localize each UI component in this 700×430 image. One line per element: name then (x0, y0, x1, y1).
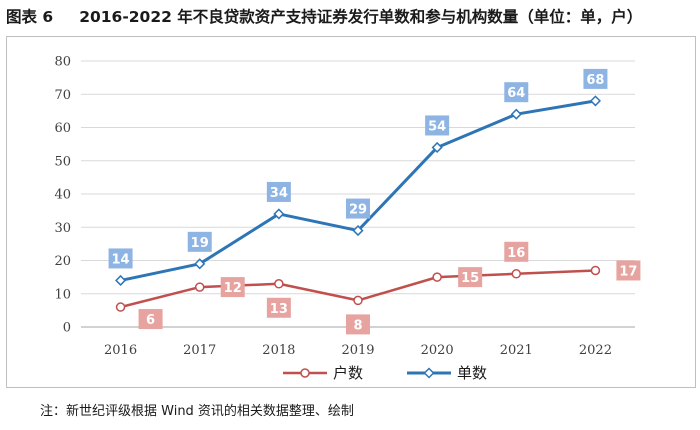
y-tick-label: 80 (54, 55, 71, 70)
y-tick-label: 0 (63, 321, 71, 336)
data-point-diamond (589, 95, 601, 107)
data-label-box (583, 68, 608, 89)
y-tick-label: 20 (54, 254, 71, 269)
y-tick-label: 30 (54, 221, 71, 236)
data-point-circle (353, 295, 363, 306)
data-point-diamond (510, 108, 522, 120)
data-label: 8 (353, 318, 362, 333)
data-label-box (504, 241, 529, 262)
figure-caption: 图表 6 2016-2022 年不良贷款资产支持证券发行单数和参与机构数量（单位：… (6, 5, 696, 33)
data-label: 13 (270, 302, 288, 317)
data-label-box (504, 82, 529, 103)
legend-label: 户数 (333, 364, 363, 382)
figure-label: 图表 6 (6, 8, 54, 26)
data-label-box (266, 181, 291, 202)
data-label: 64 (507, 86, 525, 101)
data-label: 15 (461, 271, 479, 286)
data-point-circle (590, 265, 601, 276)
x-tick-label: 2017 (183, 343, 216, 358)
data-label-box (220, 277, 245, 298)
data-label: 68 (586, 73, 604, 88)
data-label: 34 (270, 186, 288, 201)
data-label: 29 (349, 203, 367, 218)
legend-marker-diamond (423, 367, 435, 379)
data-point-diamond (431, 141, 443, 154)
data-point-circle (274, 279, 284, 289)
data-point-diamond (273, 208, 285, 220)
data-label-box (346, 198, 370, 219)
data-label: 17 (619, 264, 637, 279)
data-point-circle (194, 282, 205, 292)
x-tick-label: 2021 (500, 343, 533, 358)
legend-marker-circle (300, 368, 310, 378)
x-tick-label: 2020 (421, 343, 454, 358)
data-point-circle (432, 272, 442, 282)
y-tick-label: 60 (54, 121, 71, 136)
data-label-box (266, 297, 291, 318)
data-point-diamond (115, 274, 127, 287)
data-point-diamond (352, 225, 364, 237)
data-label: 16 (507, 246, 525, 261)
chart-frame: 0 10 20 30 40 50 60 70 80 2016 2017 2018 2019 2020 202… (6, 36, 696, 388)
data-label: 6 (146, 313, 155, 328)
data-label-box (616, 260, 641, 281)
data-label-box (108, 248, 133, 269)
data-label-box (138, 309, 163, 330)
y-tick-label: 40 (54, 188, 71, 203)
data-label-box (425, 115, 450, 136)
x-tick-label: 2019 (341, 343, 374, 358)
data-label: 14 (112, 252, 130, 267)
y-tick-label: 50 (54, 154, 71, 169)
x-tick-label: 2018 (262, 343, 295, 358)
data-label-box (346, 314, 370, 335)
data-label: 19 (191, 236, 209, 251)
legend-label: 单数 (457, 364, 487, 382)
data-label-box (187, 231, 212, 252)
data-label: 54 (428, 119, 446, 134)
data-point-diamond (194, 258, 206, 270)
data-point-circle (511, 269, 522, 279)
x-tick-label: 2022 (579, 343, 612, 358)
data-label-box (458, 267, 483, 288)
chart-title: 2016-2022 年不良贷款资产支持证券发行单数和参与机构数量（单位：单，户） (79, 8, 643, 26)
x-tick-label: 2016 (104, 343, 137, 358)
source-note: 注：新世纪评级根据 Wind 资讯的相关数据整理、绘制 (40, 404, 354, 419)
line-chart: 0 10 20 30 40 50 60 70 80 2016 2017 2018 2019 2020 202… (54, 55, 641, 382)
y-tick-label: 10 (54, 287, 71, 302)
data-point-circle (115, 302, 126, 312)
data-label: 12 (224, 281, 242, 296)
y-tick-label: 70 (54, 88, 71, 103)
